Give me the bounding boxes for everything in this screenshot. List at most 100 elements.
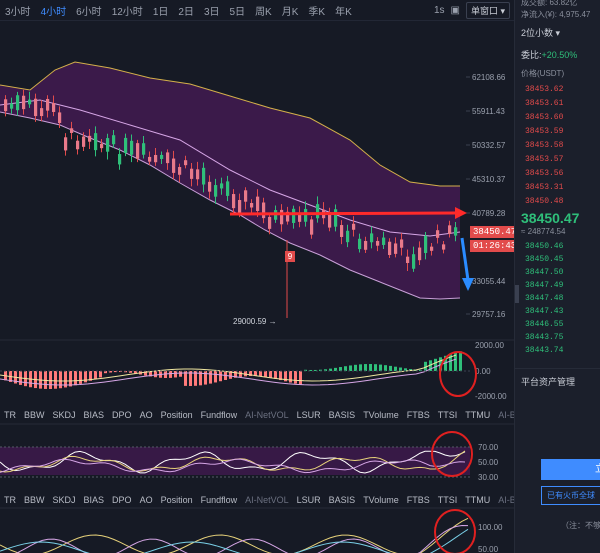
macd-bar <box>239 371 242 377</box>
macd-bar <box>169 371 172 378</box>
indicator-tab[interactable]: LSUR <box>296 495 321 505</box>
bid-price-row[interactable]: 38443.74 <box>525 346 564 355</box>
indicator-tab[interactable]: TTSI <box>437 495 458 505</box>
tf-1d[interactable]: 1日 <box>152 6 169 18</box>
candle-body <box>94 133 98 151</box>
macd-bar <box>124 371 127 373</box>
candle-body <box>382 237 386 245</box>
login-button[interactable]: 已有火币全球 <box>541 486 600 505</box>
asset-management[interactable]: 平台资产管理 <box>521 377 576 387</box>
candle-body <box>388 241 392 255</box>
macd-bar <box>209 371 212 384</box>
tf-5d[interactable]: 5日 <box>229 6 246 18</box>
bid-price-row[interactable]: 38443.75 <box>525 333 564 342</box>
indicator-tab[interactable]: Fundflow <box>200 495 238 505</box>
ask-price-row[interactable]: 38453.61 <box>525 99 564 108</box>
ask-price-row[interactable]: 38453.31 <box>525 183 564 192</box>
bid-price-row[interactable]: 38447.49 <box>525 281 564 290</box>
macd-tick: 2000.00 <box>475 341 504 350</box>
ask-price-row[interactable]: 38453.58 <box>525 141 564 150</box>
bid-price-row[interactable]: 38450.46 <box>525 242 564 251</box>
indicator-tab[interactable]: BBW <box>24 410 45 420</box>
bid-price-row[interactable]: 38447.48 <box>525 294 564 303</box>
macd-bar <box>339 367 342 371</box>
window-mode-dropdown[interactable]: 单窗口 ▾ <box>465 1 510 19</box>
window-icon[interactable]: ▣ <box>450 4 460 16</box>
bid-price-row[interactable]: 38446.55 <box>525 320 564 329</box>
candle-body <box>124 137 128 154</box>
ask-price-row[interactable]: 38453.56 <box>525 169 564 178</box>
indicator-tab[interactable]: AI-BSI <box>498 495 514 505</box>
indicator-tab[interactable]: TVolume <box>363 410 399 420</box>
indicator-tab[interactable]: TVolume <box>363 495 399 505</box>
sidebar-collapse-handle[interactable] <box>515 285 519 303</box>
indicator-tab[interactable]: Fundflow <box>200 410 238 420</box>
macd-bar <box>409 369 412 371</box>
price-tick: 50332.57 <box>472 141 506 150</box>
indicator-tab[interactable]: TR <box>4 495 16 505</box>
candle-body <box>142 143 146 155</box>
indicator-tab[interactable]: BIAS <box>83 410 105 420</box>
indicator-tab[interactable]: SKDJ <box>52 410 76 420</box>
tf-quarter[interactable]: 季K <box>308 6 326 18</box>
macd-bar <box>164 371 167 378</box>
ask-price-row[interactable]: 38450.48 <box>525 197 564 206</box>
tf-month[interactable]: 月K <box>281 6 299 18</box>
candle-body <box>304 208 308 222</box>
chart-area[interactable]: 3小时 4小时 6小时 12小时 1日 2日 3日 5日 周K 月K 季K 年K… <box>0 0 514 553</box>
tf-3h[interactable]: 3小时 <box>5 6 31 18</box>
ask-price-row[interactable]: 38453.62 <box>525 85 564 94</box>
indicator-tab[interactable]: BIAS <box>83 495 105 505</box>
candle-body <box>58 112 62 124</box>
indicator-tab[interactable]: FTBS <box>406 410 430 420</box>
candle-body <box>64 137 68 151</box>
indicator-tab[interactable]: TR <box>4 410 16 420</box>
indicator-tab[interactable]: Position <box>160 495 193 505</box>
indicator-tab[interactable]: AI-NetVOL <box>245 410 289 420</box>
macd-bar <box>249 371 252 377</box>
indicator-tab[interactable]: Position <box>160 410 193 420</box>
indicator-tab[interactable]: BBW <box>24 495 45 505</box>
buy-button[interactable]: 立 <box>541 459 600 480</box>
macd-bar <box>219 371 222 382</box>
bid-price-row[interactable]: 38450.45 <box>525 255 564 264</box>
tf-3d[interactable]: 3日 <box>203 6 220 18</box>
chart-canvas[interactable]: 62108.66 55911.43 50332.57 45310.37 40789.28… <box>0 0 514 553</box>
bid-price-row[interactable]: 38447.43 <box>525 307 564 316</box>
indicator-tab[interactable]: FTBS <box>406 495 430 505</box>
indicator-tab[interactable]: DPO <box>112 410 132 420</box>
tf-12h[interactable]: 12小时 <box>111 6 143 18</box>
interval-button[interactable]: 1s <box>433 4 445 16</box>
ask-price-row[interactable]: 38453.60 <box>525 113 564 122</box>
indicator-tab[interactable]: TTSI <box>437 410 458 420</box>
indicator-tab[interactable]: TTMU <box>465 410 491 420</box>
tf-week[interactable]: 周K <box>255 6 272 18</box>
tf-2d[interactable]: 2日 <box>178 6 194 18</box>
marker-badge[interactable]: 9 <box>285 251 295 262</box>
indicator-tab[interactable]: TTMU <box>465 495 491 505</box>
indicator-tab[interactable]: BASIS <box>328 410 356 420</box>
ask-price-row[interactable]: 38453.57 <box>525 155 564 164</box>
indicator-tab[interactable]: AO <box>139 410 153 420</box>
candle-body <box>184 160 188 166</box>
macd-bar <box>229 371 232 379</box>
price-column-header: 价格(USDT) <box>521 69 565 78</box>
indicator-tab[interactable]: SKDJ <box>52 495 76 505</box>
tf-year[interactable]: 年K <box>335 6 352 18</box>
bid-price-row[interactable]: 38447.50 <box>525 268 564 277</box>
ask-price-row[interactable]: 38453.59 <box>525 127 564 136</box>
indicator-tab[interactable]: AI-BSI <box>498 410 514 420</box>
indicator-tab[interactable]: AO <box>139 495 153 505</box>
candle-body <box>448 225 452 234</box>
window-mode-label: 单窗口 <box>470 5 498 16</box>
indicator-tab[interactable]: AI-NetVOL <box>245 495 289 505</box>
macd-bar <box>179 371 182 377</box>
tf-6h[interactable]: 6小时 <box>76 6 102 18</box>
indicator-tab[interactable]: DPO <box>112 495 132 505</box>
red-arrow-head <box>455 207 467 219</box>
decimals-dropdown[interactable]: 2位小数 ▾ <box>521 28 561 38</box>
candle-body <box>106 138 110 152</box>
indicator-tab[interactable]: LSUR <box>296 410 321 420</box>
tf-4h[interactable]: 4小时 <box>40 6 67 18</box>
indicator-tab[interactable]: BASIS <box>328 495 356 505</box>
